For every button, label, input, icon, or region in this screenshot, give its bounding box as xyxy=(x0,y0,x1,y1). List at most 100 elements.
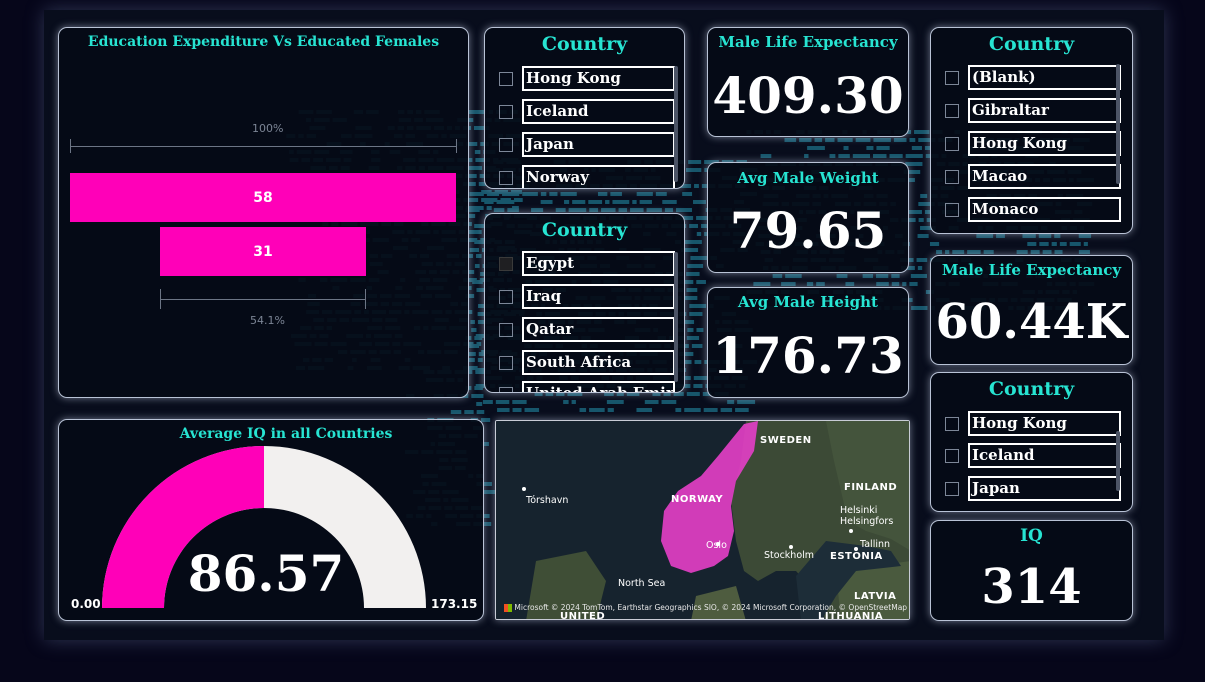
decor-dash xyxy=(945,250,950,254)
decor-dash xyxy=(924,210,932,214)
avg-male-height-card[interactable]: Avg Male Height 176.73 xyxy=(707,287,909,398)
map-label-estonia: ESTONIA xyxy=(830,551,883,562)
decor-dash xyxy=(889,154,903,158)
avg-male-weight-card[interactable]: Avg Male Weight 79.65 xyxy=(707,162,909,273)
slicer-4-title: Country xyxy=(988,378,1075,400)
slicer-1-item-japan[interactable]: Japan xyxy=(499,131,675,158)
decor-dash xyxy=(476,288,487,292)
decor-dash xyxy=(675,408,682,412)
decor-dash xyxy=(486,206,492,210)
checkbox[interactable] xyxy=(945,70,959,85)
male-life-expectancy-card[interactable]: Male Life Expectancy 409.30 xyxy=(707,27,909,137)
checkbox[interactable] xyxy=(945,136,959,151)
funnel-chart-card[interactable]: Education Expenditure Vs Educated Female… xyxy=(58,27,469,398)
slicer-1-item-hong-kong[interactable]: Hong Kong xyxy=(499,65,675,92)
decor-dash xyxy=(655,192,667,196)
country-slicer-2[interactable]: Country Egypt Iraq Qatar South Africa Un… xyxy=(484,213,685,393)
checkbox[interactable] xyxy=(499,137,513,152)
slicer-4-scrollbar[interactable] xyxy=(1116,431,1120,491)
decor-dash xyxy=(478,352,486,356)
decor-dash xyxy=(588,200,603,204)
checkbox[interactable] xyxy=(945,448,959,463)
decor-dash xyxy=(683,240,702,244)
avg-male-weight-title: Avg Male Weight xyxy=(737,169,879,187)
slicer-2-item-uae[interactable]: United Arab Emirates xyxy=(499,380,675,392)
decor-dash xyxy=(663,392,671,396)
decor-dash xyxy=(636,192,653,196)
decor-dash xyxy=(473,126,490,130)
checkbox[interactable] xyxy=(499,386,513,392)
satellite-map[interactable] xyxy=(496,421,910,620)
slicer-3-item-monaco[interactable]: Monaco xyxy=(945,196,1121,223)
slicer-4-item-hong-kong[interactable]: Hong Kong xyxy=(945,410,1121,437)
decor-dash xyxy=(476,482,492,486)
slicer-4-item-iceland[interactable]: Iceland xyxy=(945,442,1121,469)
decor-dash xyxy=(604,392,614,396)
slicer-2-item-iraq[interactable]: Iraq xyxy=(499,283,675,310)
slicer-2-item-egypt[interactable]: Egypt xyxy=(499,250,675,277)
funnel-bar-0[interactable]: 58 xyxy=(70,173,456,222)
checkbox[interactable] xyxy=(945,103,959,118)
slicer-3-scrollbar[interactable] xyxy=(1116,64,1120,184)
slicer-4-item-japan[interactable]: Japan xyxy=(945,475,1121,502)
checkbox[interactable] xyxy=(499,289,513,304)
funnel-bar-1[interactable]: 31 xyxy=(159,227,367,276)
slicer-1-item-iceland[interactable]: Iceland xyxy=(499,98,675,125)
slicer-3-title: Country xyxy=(988,33,1075,55)
map-label-north-sea: North Sea xyxy=(618,578,666,589)
checkbox[interactable] xyxy=(499,71,513,86)
slicer-3-item-blank[interactable]: (Blank) xyxy=(945,64,1121,91)
decor-dash xyxy=(568,208,587,212)
baltic-sea xyxy=(796,541,901,619)
checkbox[interactable] xyxy=(945,169,959,184)
decor-dash xyxy=(618,208,628,212)
decor-dash xyxy=(976,234,994,238)
map-visual[interactable]: SWEDEN NORWAY FINLAND ESTONIA LATVIA LIT… xyxy=(495,420,910,620)
decor-dash xyxy=(468,110,486,114)
map-attribution-text[interactable]: © 2024 TomTom, Earthstar Geographics SIO… xyxy=(550,603,908,612)
decor-dash xyxy=(843,146,849,150)
decor-dash xyxy=(675,208,692,212)
gauge-fill xyxy=(102,446,264,608)
slicer-1-item-norway[interactable]: Norway xyxy=(499,164,675,188)
slicer-3-item-gibraltar[interactable]: Gibraltar xyxy=(945,97,1121,124)
country-slicer-4[interactable]: Country Hong Kong Iceland Japan xyxy=(930,372,1133,512)
decor-dash xyxy=(467,358,475,362)
baltic-land xyxy=(836,561,909,619)
checkbox[interactable] xyxy=(945,202,959,217)
decor-dash xyxy=(696,328,704,332)
checkbox[interactable] xyxy=(499,256,513,271)
decor-dash xyxy=(474,224,492,228)
decor-dash xyxy=(470,320,475,324)
funnel-top-bracket-left xyxy=(70,139,71,153)
checkbox[interactable] xyxy=(499,104,513,119)
checkbox[interactable] xyxy=(499,170,513,185)
iq-card[interactable]: IQ 314 xyxy=(930,520,1133,621)
slicer-2-item-qatar[interactable]: Qatar xyxy=(499,316,675,343)
decor-dash xyxy=(469,192,484,196)
slicer-3-item-macao[interactable]: Macao xyxy=(945,163,1121,190)
male-life-expectancy-k-card[interactable]: Male Life Expectancy 60.44K xyxy=(930,255,1133,365)
decor-dash xyxy=(463,278,477,282)
decor-dash xyxy=(549,192,558,196)
slicer-3-item-hong-kong[interactable]: Hong Kong xyxy=(945,130,1121,157)
checkbox[interactable] xyxy=(499,355,513,370)
slicer-2-item-south-africa[interactable]: South Africa xyxy=(499,349,675,376)
slicer-2-scrollbar[interactable] xyxy=(674,252,678,382)
decor-dash xyxy=(465,208,480,212)
country-slicer-3[interactable]: Country (Blank) Gibraltar Hong Kong Maca… xyxy=(930,27,1133,234)
funnel-chart-title: Education Expenditure Vs Educated Female… xyxy=(87,34,440,50)
decor-dash xyxy=(852,154,870,158)
decor-dash xyxy=(502,192,520,196)
country-slicer-1[interactable]: Country Hong Kong Iceland Japan Norway xyxy=(484,27,685,189)
gauge-card[interactable]: Average IQ in all Countries 86.57 0.00 1… xyxy=(58,419,484,621)
checkbox[interactable] xyxy=(945,481,959,496)
slicer-1-scrollbar[interactable] xyxy=(674,66,678,182)
checkbox[interactable] xyxy=(499,322,513,337)
torshavn-dot xyxy=(522,487,526,491)
decor-dash xyxy=(911,146,922,150)
decor-dash xyxy=(632,200,637,204)
decor-dash xyxy=(475,254,482,258)
checkbox[interactable] xyxy=(945,416,959,431)
decor-dash xyxy=(837,138,853,142)
